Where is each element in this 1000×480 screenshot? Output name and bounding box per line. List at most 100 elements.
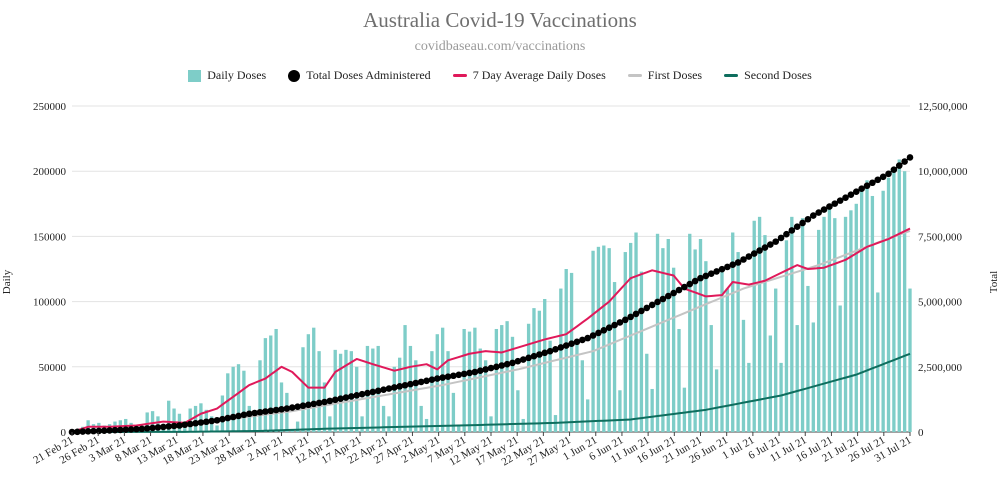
bar-daily-doses <box>811 322 815 432</box>
bar-daily-doses <box>478 348 482 432</box>
legend-label-7-day-average: 7 Day Average Daily Doses <box>472 68 606 82</box>
bar-daily-doses <box>295 421 300 432</box>
point-total-doses <box>750 250 758 257</box>
bar-daily-doses <box>843 216 848 432</box>
point-total-doses <box>525 354 532 362</box>
line-first-doses <box>71 230 911 433</box>
point-total-doses <box>310 400 318 408</box>
bar-daily-doses <box>688 233 692 432</box>
point-total-doses <box>321 398 328 406</box>
point-total-doses <box>154 424 162 431</box>
point-total-doses <box>740 256 747 263</box>
legend-item-first-doses[interactable]: First Doses <box>627 68 702 83</box>
point-total-doses <box>729 261 737 269</box>
bar-daily-doses <box>731 232 735 432</box>
point-total-doses <box>702 272 710 280</box>
legend-item-total-doses[interactable]: Total Doses Administered <box>288 68 431 83</box>
point-total-doses <box>799 219 806 227</box>
bar-daily-doses <box>526 323 531 432</box>
bar-daily-doses <box>317 351 321 432</box>
point-total-doses <box>664 292 672 300</box>
point-total-doses <box>895 162 903 169</box>
bar-daily-doses <box>446 351 450 432</box>
point-total-doses <box>536 351 543 358</box>
point-total-doses <box>493 363 500 371</box>
point-total-doses <box>122 426 130 433</box>
point-total-doses <box>342 394 350 401</box>
bar-daily-doses <box>833 218 837 432</box>
point-total-doses <box>272 406 280 414</box>
bar-daily-doses <box>510 336 515 432</box>
point-total-doses <box>364 389 371 397</box>
bar-daily-doses <box>629 242 633 432</box>
point-total-doses <box>530 352 538 360</box>
bar-daily-doses <box>865 180 869 432</box>
bar-daily-doses <box>322 382 327 432</box>
point-total-doses <box>734 259 742 266</box>
point-total-doses <box>401 381 409 389</box>
y-left-tick-label: 100000 <box>33 297 67 309</box>
point-total-doses <box>675 286 683 294</box>
bar-daily-doses <box>338 353 343 432</box>
y-right-tick-label: 2,500,000 <box>918 362 963 374</box>
bar-daily-doses <box>897 159 901 433</box>
point-total-doses <box>852 188 860 195</box>
point-total-doses <box>810 212 817 219</box>
bar-daily-doses <box>537 310 542 432</box>
point-total-doses <box>471 368 479 376</box>
bar-daily-doses <box>242 370 246 432</box>
point-total-doses <box>681 283 688 291</box>
bar-daily-doses <box>301 347 305 432</box>
point-total-doses <box>777 234 785 242</box>
point-total-doses <box>648 301 656 309</box>
point-total-doses <box>670 289 677 297</box>
bar-daily-doses <box>779 362 783 432</box>
bar-daily-doses <box>419 405 423 432</box>
point-total-doses <box>820 206 828 213</box>
bar-daily-doses <box>543 298 547 432</box>
point-total-doses <box>186 420 194 428</box>
legend-item-daily-doses[interactable]: Daily Doses <box>188 68 266 83</box>
point-total-doses <box>385 385 393 392</box>
bar-daily-doses <box>398 357 402 432</box>
point-total-doses <box>874 176 882 184</box>
point-total-doses <box>219 415 226 423</box>
bar-daily-doses <box>623 252 627 432</box>
bar-daily-doses <box>704 261 708 432</box>
point-total-doses <box>208 417 215 425</box>
point-total-doses <box>299 402 307 410</box>
bar-daily-doses <box>747 362 751 432</box>
point-total-doses <box>256 408 264 416</box>
point-total-doses <box>605 324 613 331</box>
bar-daily-doses <box>886 177 891 432</box>
legend-item-7-day-average[interactable]: 7 Day Average Daily Doses <box>452 68 606 83</box>
bar-daily-doses <box>516 390 520 432</box>
bar-daily-doses <box>548 340 552 432</box>
point-total-doses <box>160 423 167 431</box>
point-total-doses <box>117 426 124 434</box>
bar-daily-doses <box>768 335 772 432</box>
point-total-doses <box>181 421 189 429</box>
bar-daily-doses <box>876 292 880 432</box>
bar-daily-doses <box>220 395 225 432</box>
bar-daily-doses <box>328 416 332 432</box>
point-total-doses <box>514 357 522 365</box>
point-total-doses <box>262 408 269 415</box>
bar-daily-doses <box>500 325 504 432</box>
point-total-doses <box>213 416 221 424</box>
point-total-doses <box>611 321 618 329</box>
bar-daily-doses <box>757 216 762 432</box>
point-total-doses <box>229 413 237 421</box>
line-second-doses <box>71 352 911 433</box>
point-total-doses <box>772 238 780 245</box>
bar-daily-doses <box>360 416 364 432</box>
point-total-doses <box>632 310 640 318</box>
legend-item-second-doses[interactable]: Second Doses <box>724 68 812 83</box>
bar-daily-doses <box>564 269 568 432</box>
point-total-doses <box>600 326 608 334</box>
legend-swatch-daily-doses <box>188 69 202 82</box>
point-total-doses <box>444 373 452 380</box>
bar-daily-doses <box>473 327 477 432</box>
point-total-doses <box>235 412 242 420</box>
point-total-doses <box>831 200 839 207</box>
